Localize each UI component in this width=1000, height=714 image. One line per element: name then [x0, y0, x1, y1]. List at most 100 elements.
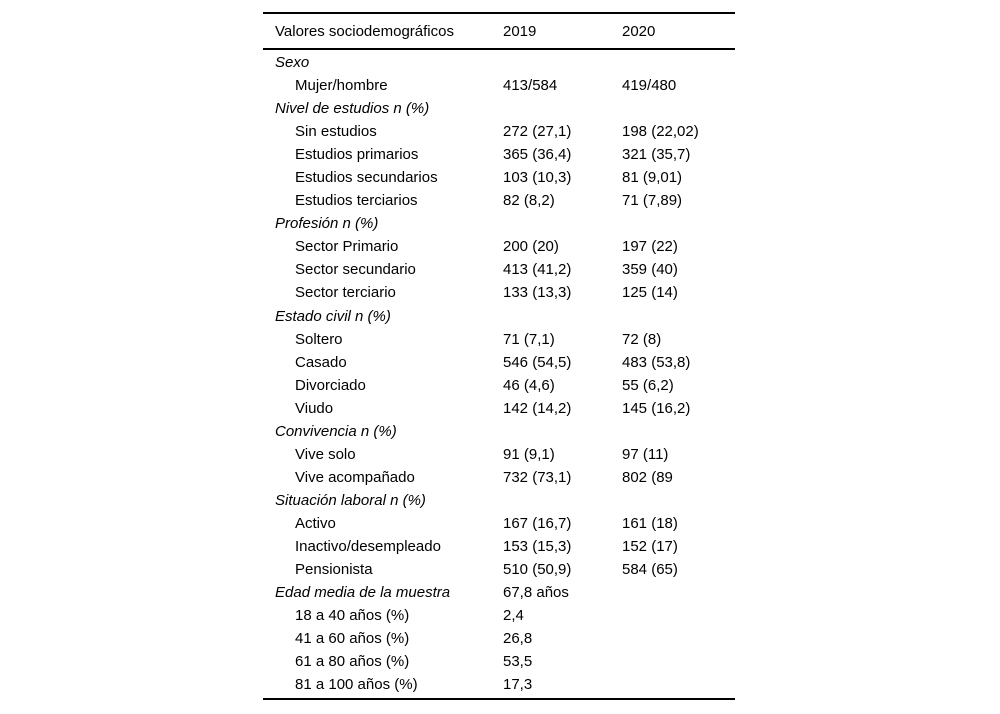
- row-value-2019: 272 (27,1): [503, 123, 572, 141]
- row-value-2019: 200 (20): [503, 238, 559, 256]
- row-label: Divorciado: [295, 376, 366, 394]
- row-value-2019: 103 (10,3): [503, 169, 572, 187]
- table-body: Sexo Mujer/hombre 413/584 419/480 Nivel de e…: [263, 50, 735, 698]
- row-value-2019: 67,8 años: [503, 584, 569, 602]
- row-value-2019: 365 (36,4): [503, 146, 572, 164]
- row-value-2019: 732 (73,1): [503, 468, 572, 486]
- table-row: Vive acompañado 732 (73,1) 802 (89: [263, 466, 735, 489]
- row-value-2020: 321 (35,7): [622, 146, 691, 164]
- row-label: Nivel de estudios n (%): [275, 100, 430, 118]
- row-value-2019: 413 (41,2): [503, 261, 572, 279]
- table-row: 81 a 100 años (%) 17,3: [263, 673, 735, 696]
- table-row: Profesión n (%): [263, 212, 735, 235]
- table-row: Inactivo/desempleado 153 (15,3) 152 (17): [263, 535, 735, 558]
- row-value-2020: 359 (40): [622, 261, 678, 279]
- table-row: Vive solo 91 (9,1) 97 (11): [263, 443, 735, 466]
- column-header-2020: 2020: [622, 22, 656, 40]
- table-row: Situación laboral n (%): [263, 489, 735, 512]
- table-row: Viudo 142 (14,2) 145 (16,2): [263, 397, 735, 420]
- table-row: Soltero 71 (7,1) 72 (8): [263, 328, 735, 351]
- row-value-2019: 91 (9,1): [503, 445, 555, 463]
- row-label: Pensionista: [295, 561, 373, 579]
- table-header-row: Valores sociodemográficos 2019 2020: [263, 14, 735, 50]
- row-value-2020: 802 (89: [622, 468, 673, 486]
- table-row: 61 a 80 años (%) 53,5: [263, 650, 735, 673]
- row-label: Sexo: [275, 54, 310, 72]
- row-label: Casado: [295, 353, 347, 371]
- row-value-2019: 413/584: [503, 77, 558, 95]
- table-row: Sexo: [263, 51, 735, 74]
- table-row: 18 a 40 años (%) 2,4: [263, 604, 735, 627]
- row-value-2019: 26,8: [503, 630, 533, 648]
- column-header-values: Valores sociodemográficos: [275, 22, 454, 40]
- column-header-2019: 2019: [503, 22, 537, 40]
- table-row: Pensionista 510 (50,9) 584 (65): [263, 558, 735, 581]
- table-row: Divorciado 46 (4,6) 55 (6,2): [263, 374, 735, 397]
- row-value-2020: 72 (8): [622, 330, 662, 348]
- row-label: Sin estudios: [295, 123, 377, 141]
- row-label: Profesión n (%): [275, 215, 379, 233]
- row-label: Sector Primario: [295, 238, 399, 256]
- table-row: Estudios terciarios 82 (8,2) 71 (7,89): [263, 189, 735, 212]
- row-label: Soltero: [295, 330, 343, 348]
- row-label: Vive acompañado: [295, 468, 415, 486]
- row-label: Vive solo: [295, 445, 356, 463]
- table-row: Estudios primarios 365 (36,4) 321 (35,7): [263, 143, 735, 166]
- table-row: Casado 546 (54,5) 483 (53,8): [263, 351, 735, 374]
- table-row: Estudios secundarios 103 (10,3) 81 (9,01): [263, 166, 735, 189]
- table-row: Mujer/hombre 413/584 419/480: [263, 74, 735, 97]
- table-row: 41 a 60 años (%) 26,8: [263, 627, 735, 650]
- row-value-2019: 17,3: [503, 676, 533, 694]
- row-value-2019: 82 (8,2): [503, 192, 555, 210]
- table-row: Nivel de estudios n (%): [263, 97, 735, 120]
- row-label: 41 a 60 años (%): [295, 630, 410, 648]
- table-row: Sector Primario 200 (20) 197 (22): [263, 235, 735, 258]
- row-value-2019: 167 (16,7): [503, 514, 572, 532]
- table-row: Sector terciario 133 (13,3) 125 (14): [263, 281, 735, 304]
- table-row: Estado civil n (%): [263, 305, 735, 328]
- table-row: Edad media de la muestra 67,8 años: [263, 581, 735, 604]
- table-row: Convivencia n (%): [263, 420, 735, 443]
- row-value-2020: 81 (9,01): [622, 169, 683, 187]
- row-value-2020: 97 (11): [622, 445, 669, 463]
- row-label: Estado civil n (%): [275, 307, 391, 325]
- row-value-2020: 71 (7,89): [622, 192, 683, 210]
- row-label: Convivencia n (%): [275, 422, 397, 440]
- row-label: Edad media de la muestra: [275, 584, 451, 602]
- row-value-2019: 510 (50,9): [503, 561, 572, 579]
- row-value-2019: 71 (7,1): [503, 330, 555, 348]
- row-value-2019: 2,4: [503, 607, 524, 625]
- row-label: 18 a 40 años (%): [295, 607, 410, 625]
- table-row: Sin estudios 272 (27,1) 198 (22,02): [263, 120, 735, 143]
- row-value-2020: 198 (22,02): [622, 123, 699, 141]
- table-row: Sector secundario 413 (41,2) 359 (40): [263, 258, 735, 281]
- row-label: Mujer/hombre: [295, 77, 388, 95]
- row-label: Inactivo/desempleado: [295, 538, 441, 555]
- row-label: Estudios secundarios: [295, 169, 438, 187]
- row-label: Activo: [295, 514, 336, 532]
- sociodemographic-table: Valores sociodemográficos 2019 2020 Sexo…: [263, 12, 735, 701]
- row-label: 61 a 80 años (%): [295, 653, 410, 671]
- row-value-2019: 153 (15,3): [503, 538, 572, 555]
- row-label: Estudios terciarios: [295, 192, 418, 210]
- row-value-2020: 161 (18): [622, 514, 678, 532]
- row-value-2019: 53,5: [503, 653, 533, 671]
- row-value-2019: 133 (13,3): [503, 284, 572, 302]
- row-value-2020: 419/480: [622, 77, 677, 95]
- row-label: Sector secundario: [295, 261, 416, 279]
- table-row: Activo 167 (16,7) 161 (18): [263, 512, 735, 535]
- row-label: Estudios primarios: [295, 146, 419, 164]
- row-value-2019: 46 (4,6): [503, 376, 555, 394]
- row-label: Situación laboral n (%): [275, 491, 426, 509]
- row-label: 81 a 100 años (%): [295, 676, 418, 694]
- row-value-2020: 197 (22): [622, 238, 678, 256]
- row-value-2020: 55 (6,2): [622, 376, 674, 394]
- row-label: Viudo: [295, 399, 334, 417]
- row-value-2019: 142 (14,2): [503, 399, 572, 417]
- row-value-2020: 125 (14): [622, 284, 678, 302]
- row-value-2020: 152 (17): [622, 538, 678, 555]
- row-value-2020: 483 (53,8): [622, 353, 691, 371]
- row-label: Sector terciario: [295, 284, 396, 302]
- row-value-2020: 145 (16,2): [622, 399, 691, 417]
